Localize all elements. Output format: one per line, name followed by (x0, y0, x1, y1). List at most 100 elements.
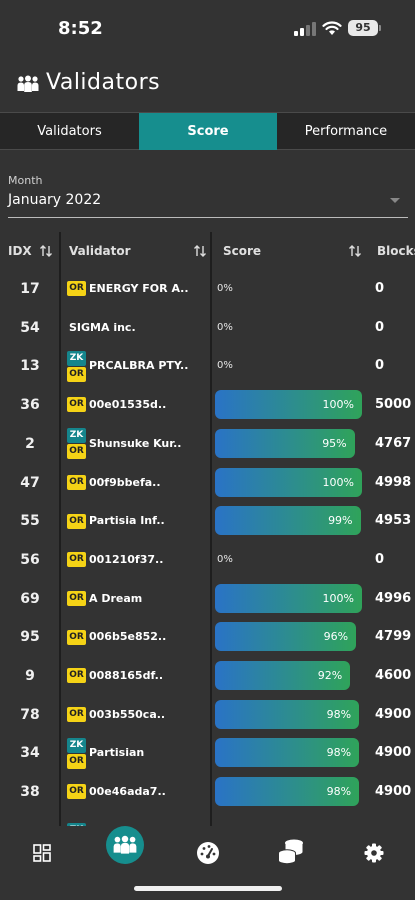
score-value: 100% (322, 398, 354, 412)
score-value: 96% (323, 630, 349, 644)
blocks-value: 0 (375, 358, 385, 374)
table-row[interactable]: 95 OR 006b5e852.. 96% 4799 (0, 618, 415, 657)
speedometer-icon[interactable] (196, 841, 220, 865)
score-value: 100% (322, 591, 354, 605)
column-header-blocks: Blocks (377, 244, 415, 258)
or-badge: OR (67, 629, 86, 645)
validator-name: 0088165df.. (89, 669, 163, 682)
blocks-value: 4767 (375, 435, 412, 451)
or-badge: OR (67, 513, 86, 529)
score-bar-fill: 100% (215, 467, 362, 497)
row-idx: 54 (20, 319, 40, 336)
validator-badges: OR (67, 513, 87, 530)
status-time: 8:52 (58, 18, 103, 39)
score-value: 95% (322, 436, 347, 450)
validator-name: ENERGY FOR A.. (89, 282, 189, 295)
tab-bar: Validators Score Performance (0, 112, 415, 150)
row-idx: 13 (20, 358, 40, 375)
validator-badges: OR (67, 552, 87, 568)
validator-badges: OR (67, 397, 87, 413)
score-bar: 92% (215, 661, 362, 690)
battery-indicator: 95 (348, 20, 381, 36)
dashboard-grid-icon[interactable] (33, 844, 51, 862)
month-value: January 2022 (8, 192, 102, 208)
blocks-value: 0 (375, 281, 385, 296)
table-row[interactable]: 38 OR 00e46ada7.. 98% 4900 (0, 773, 415, 812)
row-idx: 36 (20, 397, 40, 414)
validator-badges: ZK OR (67, 737, 87, 770)
validator-badges: ZK OR (67, 350, 87, 383)
validator-name: A Dream (89, 591, 143, 605)
table-row[interactable]: 54 SIGMA inc. 0% 0 (0, 309, 415, 348)
score-value: 92% (317, 669, 343, 682)
coins-stack-icon[interactable] (277, 838, 305, 864)
table-row[interactable]: 47 OR 00f9bbefa.. 100% 4998 (0, 464, 415, 503)
app-header: Validators (0, 58, 415, 112)
table-row[interactable]: 9 OR 0088165df.. 92% 4600 (0, 657, 415, 696)
or-badge: OR (67, 444, 86, 460)
score-bar-fill: 99% (215, 506, 361, 536)
tab-performance[interactable]: Performance (304, 124, 388, 139)
row-idx: 56 (20, 551, 40, 568)
score-value: 0% (217, 360, 233, 372)
table-row[interactable]: 34 ZK OR Partisian 98% 4900 (0, 734, 415, 773)
sort-score-icon[interactable] (348, 244, 362, 258)
score-bar: 98% (215, 699, 362, 729)
score-bar-fill: 92% (215, 661, 351, 690)
or-badge: OR (67, 784, 86, 800)
row-idx: 2 (25, 435, 35, 452)
validator-badges: OR (67, 668, 87, 684)
sort-idx-icon[interactable] (39, 244, 53, 258)
validator-name: Shunsuke Kur.. (89, 436, 182, 450)
month-label: Month (8, 174, 43, 187)
tab-validators[interactable]: Validators (37, 124, 102, 139)
cellular-signal-icon (294, 22, 316, 36)
score-bar: 100% (215, 583, 362, 613)
or-badge: OR (67, 397, 86, 413)
table-row[interactable]: 56 OR 001210f37.. 0% 0 (0, 541, 415, 580)
validator-badges: OR (67, 281, 87, 297)
wifi-icon (322, 21, 342, 35)
or-badge: OR (67, 668, 86, 684)
column-header-score: Score (223, 244, 262, 258)
table-row[interactable]: 2 ZK OR Shunsuke Kur.. 95% 4767 (0, 425, 415, 464)
or-badge: OR (67, 281, 86, 297)
table-row[interactable]: 78 OR 003b550ca.. 98% 4900 (0, 696, 415, 735)
row-idx: 38 (20, 784, 40, 801)
zk-badge: ZK (67, 428, 86, 444)
sort-validator-icon[interactable] (193, 244, 207, 258)
validator-badges: ZK OR (67, 428, 87, 460)
blocks-value: 0 (375, 551, 385, 567)
validator-name: SIGMA inc. (69, 320, 136, 334)
table-row[interactable]: 36 OR 00e01535d.. 100% 5000 (0, 386, 415, 425)
page-title: Validators (46, 70, 161, 95)
table-row[interactable]: 55 OR Partisia Inf.. 99% 4953 (0, 502, 415, 541)
table-row[interactable]: 17 OR ENERGY FOR A.. 0% 0 (0, 270, 415, 309)
validator-badges: OR (67, 707, 87, 723)
blocks-value: 4900 (375, 706, 412, 722)
month-select[interactable]: Month January 2022 (8, 170, 408, 218)
blocks-value: 5000 (375, 397, 412, 413)
or-badge: OR (67, 474, 86, 490)
tab-score[interactable]: Score (139, 113, 277, 150)
score-value: 99% (328, 514, 353, 528)
gear-icon[interactable] (364, 843, 384, 863)
validators-group-icon[interactable] (112, 835, 138, 855)
column-divider (59, 232, 61, 828)
row-idx: 95 (20, 629, 40, 646)
table-row[interactable]: 13 ZK OR PRCALBRA PTY.. 0% 0 (0, 347, 415, 386)
validator-name: 003b550ca.. (89, 707, 166, 721)
row-idx: 69 (20, 590, 40, 607)
or-badge: OR (67, 366, 86, 382)
blocks-value: 4900 (375, 745, 412, 761)
validator-badges: OR (67, 590, 87, 607)
row-idx: 9 (25, 668, 35, 684)
score-bar: 96% (215, 622, 362, 652)
row-idx: 34 (20, 745, 40, 762)
row-idx: 78 (20, 706, 40, 723)
table-row[interactable]: 69 OR A Dream 100% 4996 (0, 580, 415, 619)
row-idx: 47 (20, 474, 40, 491)
blocks-value: 4998 (375, 474, 412, 490)
validator-badges: OR (67, 474, 87, 491)
zk-badge: ZK (67, 350, 86, 366)
